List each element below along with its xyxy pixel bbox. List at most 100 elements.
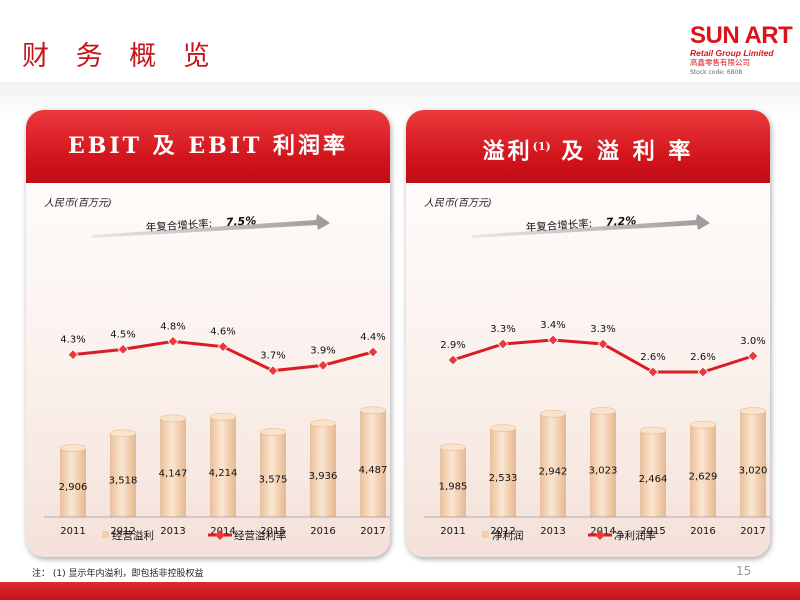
margin-value-label: 3.9% — [310, 345, 335, 356]
profit-header-main: 溢利 — [482, 138, 533, 165]
unit-label: 人民币(百万元) — [44, 197, 112, 209]
bar-value-label: 4,214 — [209, 468, 238, 479]
cagr-arrow — [92, 214, 330, 238]
logo-chinese-name: 高鑫零售有限公司 — [690, 58, 750, 67]
x-tick-label: 2012 — [490, 526, 515, 537]
margin-value-label: 4.3% — [60, 335, 85, 346]
legend-line-marker — [215, 530, 225, 540]
margin-value-label: 3.4% — [540, 320, 565, 331]
margin-point-2017 — [747, 350, 759, 362]
bar-2011 — [60, 447, 86, 517]
margin-point-2016 — [317, 359, 329, 371]
ebit-chart-panel: EBIT 及 EBIT 利润率 人民币(百万元) 年复合增长率: 7.5% 2,906… — [26, 110, 390, 557]
bar-2015 — [640, 430, 666, 517]
x-tick-label: 2015 — [260, 526, 285, 537]
bar-value-label: 1,985 — [439, 482, 468, 493]
stock-code: Stock code: 6808 — [690, 69, 743, 76]
bar-cap-2016 — [309, 419, 337, 428]
bar-value-label: 4,147 — [159, 469, 188, 480]
profit-chart: 人民币(百万元) 年复合增长率: 7.2% 1,985 2011 2,533 2012 2,9… — [424, 197, 770, 542]
bar-cap-2011 — [59, 444, 87, 452]
bar-2012 — [490, 428, 516, 517]
profit-chart-panel: 溢利(1) 及 溢 利 率 人民币(百万元) 年复合增长率: 7.2% 1,985 20… — [406, 110, 770, 557]
margin-point-2015 — [647, 366, 659, 378]
ebit-chart-header: EBIT 及 EBIT 利润率 — [26, 110, 390, 183]
legend-line-label: 净利润率 — [614, 529, 656, 542]
bar-2012 — [110, 433, 136, 517]
bar-cap-2013 — [159, 414, 187, 423]
page-title: 财 务 概 览 — [22, 41, 219, 72]
bar-value-label: 4,487 — [359, 465, 388, 476]
x-tick-label: 2011 — [440, 526, 465, 537]
bar-2013 — [160, 418, 186, 517]
margin-point-2017 — [367, 346, 379, 358]
x-tick-label: 2015 — [640, 526, 665, 537]
x-tick-label: 2012 — [110, 526, 135, 537]
margin-point-2014 — [597, 338, 609, 350]
cagr-value: 7.2% — [605, 214, 636, 229]
margin-value-label: 4.6% — [210, 327, 235, 338]
bar-cap-2014 — [209, 413, 237, 421]
bar-cap-2015 — [259, 428, 287, 436]
bar-cap-2015 — [639, 426, 667, 435]
bar-value-label: 3,575 — [259, 475, 288, 486]
bar-cap-2017 — [359, 406, 387, 415]
bar-value-label: 3,023 — [589, 465, 618, 476]
margin-value-label: 4.5% — [110, 329, 135, 340]
unit-label: 人民币(百万元) — [424, 197, 492, 209]
bar-2017 — [360, 410, 386, 517]
x-tick-label: 2013 — [540, 526, 565, 537]
page-number: 15 — [736, 564, 752, 578]
margin-value-label: 3.3% — [590, 324, 615, 335]
margin-value-label: 2.6% — [640, 352, 665, 363]
bar-2015 — [260, 431, 286, 517]
bar-cap-2013 — [539, 410, 567, 418]
footnote: 注： (1) 显示年内溢利，即包括非控股权益 — [32, 569, 204, 579]
x-tick-label: 2016 — [690, 526, 715, 537]
margin-value-label: 3.7% — [260, 351, 285, 362]
legend-bar-swatch — [482, 531, 489, 538]
bar-value-label: 3,020 — [739, 465, 768, 476]
margin-value-label: 4.8% — [160, 321, 185, 332]
x-tick-label: 2014 — [210, 526, 235, 537]
margin-point-2011 — [447, 354, 459, 366]
margin-point-2012 — [117, 343, 129, 355]
legend-bar-swatch — [102, 531, 109, 538]
margin-value-label: 4.4% — [360, 332, 385, 343]
bar-value-label: 2,629 — [689, 471, 718, 482]
margin-point-2013 — [547, 334, 559, 346]
margin-point-2015 — [267, 365, 279, 377]
margin-point-2013 — [167, 335, 179, 347]
x-tick-label: 2017 — [360, 526, 385, 537]
margin-point-2012 — [497, 338, 509, 350]
margin-point-2011 — [67, 349, 79, 361]
legend-bar-label: 净利润 — [492, 529, 524, 542]
margin-point-2014 — [217, 341, 229, 353]
margin-value-label: 2.6% — [690, 352, 715, 363]
bar-cap-2016 — [689, 421, 717, 429]
bar-2016 — [690, 424, 716, 517]
legend-bar-label: 经营溢利 — [112, 529, 154, 542]
bar-2016 — [310, 423, 336, 517]
bar-value-label: 3,936 — [309, 471, 338, 482]
margin-point-2016 — [697, 366, 709, 378]
margin-value-label: 2.9% — [440, 340, 465, 351]
x-tick-label: 2017 — [740, 526, 765, 537]
x-tick-label: 2011 — [60, 526, 85, 537]
cagr-label: 年复合增长率: — [145, 217, 212, 234]
bar-2017 — [740, 411, 766, 517]
x-tick-label: 2014 — [590, 526, 615, 537]
bar-value-label: 2,942 — [539, 467, 568, 478]
logo-subtitle: Retail Group Limited — [690, 48, 774, 58]
margin-value-label: 3.3% — [490, 324, 515, 335]
bar-value-label: 3,518 — [109, 475, 138, 486]
bar-value-label: 2,533 — [489, 473, 518, 484]
bar-2013 — [540, 413, 566, 517]
legend-line-marker — [595, 530, 605, 540]
bar-cap-2017 — [739, 407, 767, 415]
profit-header-rest: 及 溢 利 率 — [561, 138, 694, 165]
bar-2014 — [590, 410, 616, 517]
x-tick-label: 2016 — [310, 526, 335, 537]
ebit-chart: 人民币(百万元) 年复合增长率: 7.5% 2,906 2011 3,518 2012 4,1… — [44, 197, 390, 542]
cagr-label: 年复合增长率: — [525, 217, 592, 234]
